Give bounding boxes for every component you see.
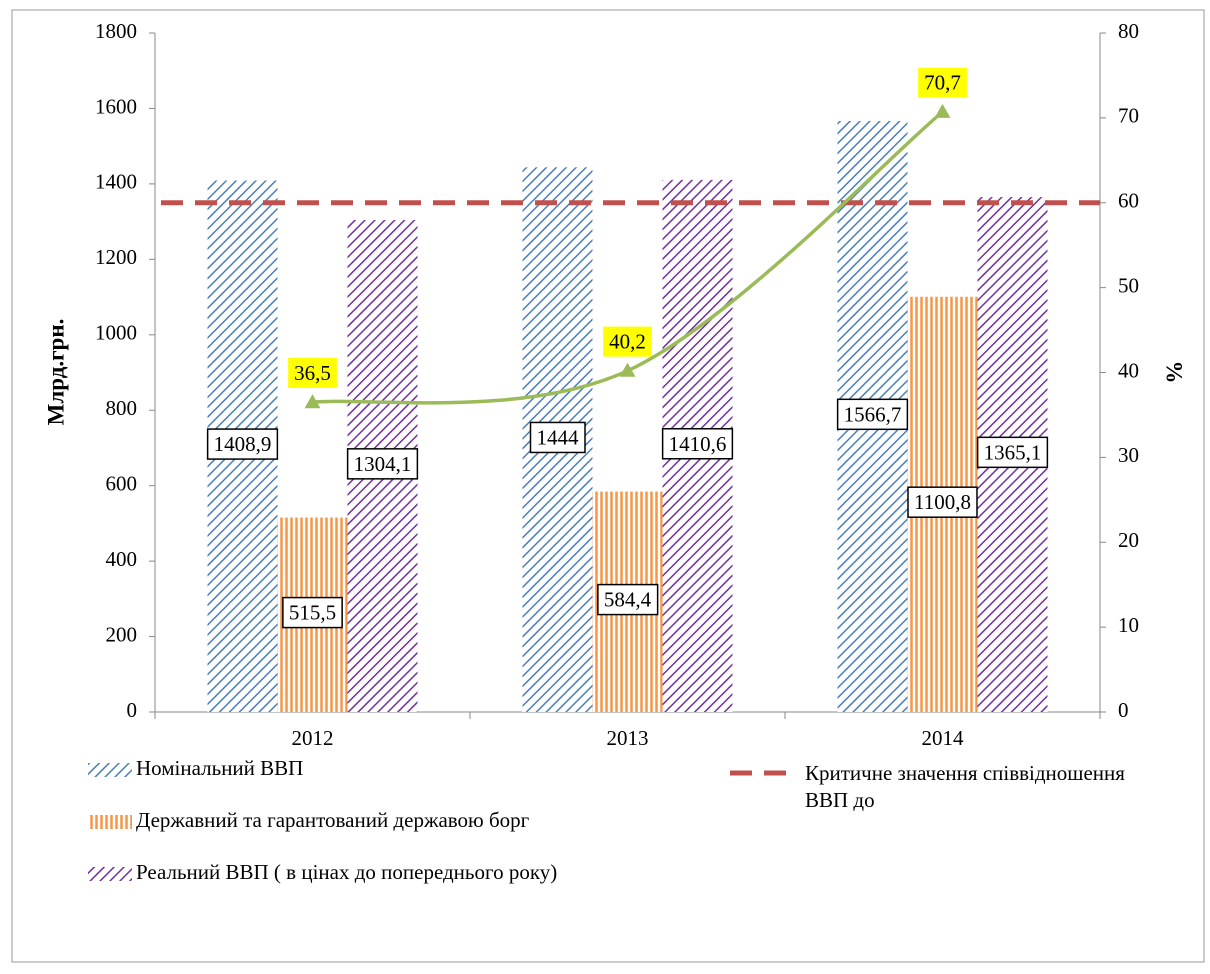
line-marker — [619, 362, 636, 377]
frame — [11, 9, 1205, 963]
y-axis-label: Млрд.грн. — [43, 319, 68, 426]
y-tick-label: 200 — [106, 622, 138, 646]
data-label-box — [597, 583, 659, 616]
data-label-box — [976, 436, 1049, 469]
data-label-box — [907, 486, 978, 518]
data-label: 1410,6 — [669, 432, 727, 456]
y2-axis-label: % — [1162, 361, 1187, 384]
data-label: 36,5 — [294, 361, 331, 385]
legend-label: Державний та гарантований державою борг — [136, 808, 530, 832]
legend-swatch — [88, 867, 132, 881]
y-tick-label: 800 — [106, 396, 138, 420]
y-tick-label: 1400 — [95, 170, 137, 194]
legend-swatch — [88, 815, 132, 829]
y-tick-label: 0 — [127, 698, 138, 722]
data-label: 1566,7 — [844, 402, 902, 426]
y2-tick-label: 40 — [1118, 358, 1139, 382]
data-label: 70,7 — [924, 71, 961, 95]
data-label-box — [288, 358, 337, 389]
data-label-box — [661, 428, 734, 460]
data-label: 40,2 — [609, 330, 646, 354]
data-label-box — [918, 67, 967, 98]
data-label: 1100,8 — [914, 490, 971, 514]
data-label-box — [346, 448, 419, 480]
y-tick-label: 1800 — [95, 19, 137, 43]
y2-tick-label: 10 — [1118, 613, 1139, 637]
x-tick-label: 2014 — [922, 726, 965, 750]
y-tick-label: 1000 — [95, 321, 137, 345]
line-marker — [934, 103, 951, 118]
y2-tick-label: 20 — [1118, 528, 1139, 552]
data-label-box — [529, 421, 586, 454]
data-label: 584,4 — [604, 588, 652, 612]
legend-label: Критичне значення співвідношення ВВП до — [805, 761, 1136, 812]
y-tick-label: 600 — [106, 471, 138, 495]
legend-label: Реальний ВВП ( в цінах до попереднього р… — [136, 860, 557, 884]
y2-tick-label: 30 — [1118, 443, 1139, 467]
data-label: 1365,1 — [984, 440, 1042, 464]
data-label-box — [282, 596, 343, 629]
y-tick-label: 1600 — [95, 94, 137, 118]
line-marker — [304, 394, 321, 409]
data-label-box — [603, 326, 652, 357]
data-label: 1304,1 — [354, 452, 412, 476]
y2-tick-label: 50 — [1118, 273, 1139, 297]
y-tick-label: 1200 — [95, 245, 137, 269]
y2-tick-label: 0 — [1118, 698, 1129, 722]
x-tick-label: 2013 — [607, 726, 649, 750]
x-tick-label: 2012 — [292, 726, 334, 750]
y2-tick-label: 80 — [1118, 19, 1139, 43]
data-label-box — [836, 398, 909, 431]
data-label: 1444 — [537, 425, 580, 449]
data-label: 515,5 — [289, 601, 336, 625]
y-tick-label: 400 — [106, 547, 138, 571]
data-label: 1408,9 — [214, 432, 272, 456]
data-label-box — [206, 428, 279, 460]
y2-tick-label: 60 — [1118, 189, 1139, 213]
legend-label: Номінальний ВВП — [136, 756, 303, 780]
y2-tick-label: 70 — [1118, 104, 1139, 128]
legend-swatch — [88, 763, 132, 777]
